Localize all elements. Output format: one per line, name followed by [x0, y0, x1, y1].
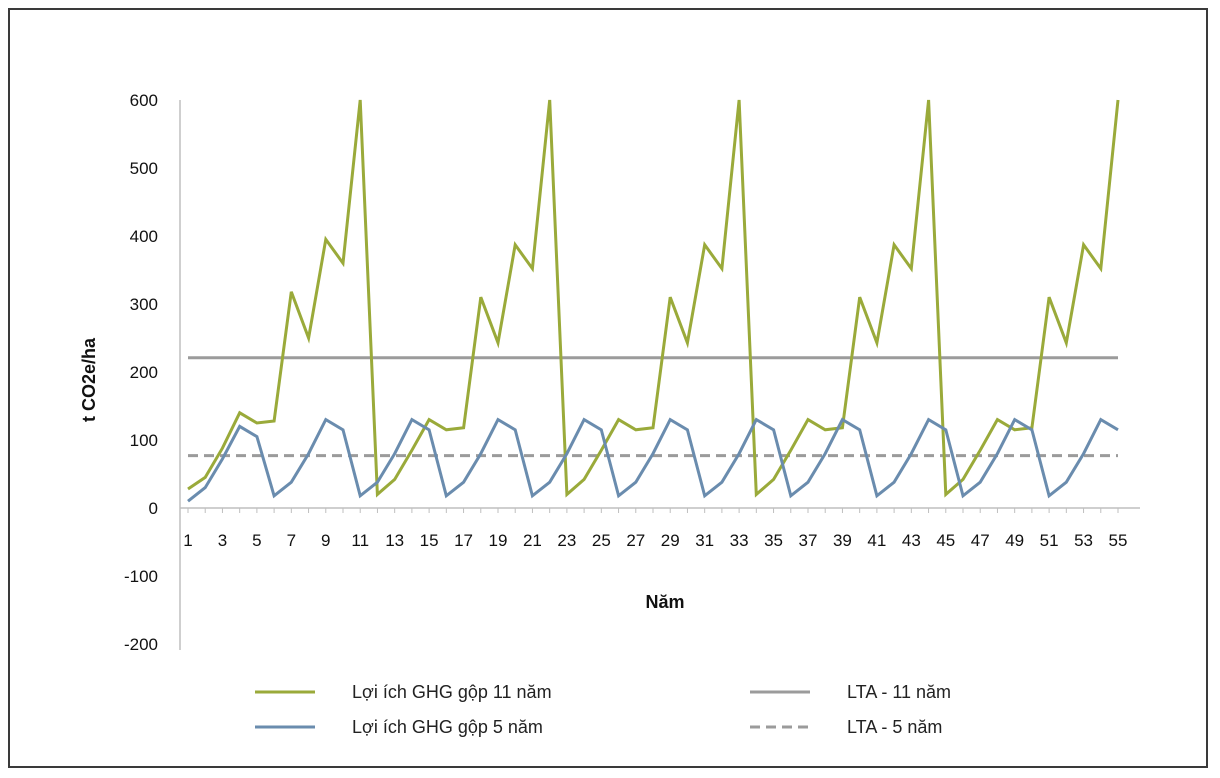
legend-label-2: Lợi ích GHG gộp 5 năm	[352, 717, 543, 737]
x-tick-label: 5	[252, 531, 261, 550]
y-tick-label: -200	[124, 635, 158, 654]
x-tick-label: 11	[351, 531, 369, 550]
y-axis-title: t CO2e/ha	[79, 337, 99, 422]
x-tick-label: 9	[321, 531, 330, 550]
legend-label-4: LTA - 5 năm	[847, 717, 942, 737]
x-tick-label: 49	[1005, 531, 1024, 550]
x-tick-label: 1	[183, 531, 192, 550]
x-tick-label: 39	[833, 531, 852, 550]
series-line-2	[187, 417, 1119, 503]
y-tick-label: -100	[124, 567, 158, 586]
x-tick-label: 3	[218, 531, 227, 550]
y-tick-label: 600	[130, 91, 158, 110]
x-tick-label: 37	[799, 531, 818, 550]
x-tick-label: 25	[592, 531, 611, 550]
x-tick-label: 35	[764, 531, 783, 550]
x-tick-label: 27	[626, 531, 645, 550]
y-tick-labels: -200 -100 0 100 200 300 400 500 600	[124, 91, 158, 654]
y-tick-label: 500	[130, 159, 158, 178]
series-layer	[187, 99, 1120, 503]
x-tick-label: 43	[902, 531, 921, 550]
x-tick-label: 19	[489, 531, 508, 550]
x-tick-label: 47	[971, 531, 990, 550]
chart-frame: -200 -100 0 100 200 300 400 500 600 1 3 5 7 9 11 13 15 1…	[8, 8, 1208, 768]
x-tick-label: 13	[385, 531, 404, 550]
x-tick-label: 41	[867, 531, 886, 550]
x-tick-label: 45	[936, 531, 955, 550]
y-tick-label: 100	[130, 431, 158, 450]
legend: Lợi ích GHG gộp 11 năm Lợi ích GHG gộp 5 …	[255, 682, 951, 737]
x-tick-labels: 1 3 5 7 9 11 13 15 17 19 21 23 25 27 29 31 33 35 37 39 41 43 4…	[183, 531, 1127, 550]
y-tick-label: 200	[130, 363, 158, 382]
x-tick-label: 17	[454, 531, 473, 550]
x-axis-title: Năm	[645, 592, 684, 612]
x-tick-label: 31	[695, 531, 714, 550]
y-tick-label: 0	[149, 499, 158, 518]
series-line-1	[187, 99, 1120, 498]
x-tick-label: 15	[420, 531, 439, 550]
y-tick-label: 400	[130, 227, 158, 246]
axes	[179, 100, 1140, 650]
x-tick-label: 7	[287, 531, 296, 550]
legend-label-3: LTA - 11 năm	[847, 682, 951, 702]
x-tick-label: 23	[557, 531, 576, 550]
x-tick-label: 53	[1074, 531, 1093, 550]
x-tick-label: 21	[523, 531, 542, 550]
x-tick-label: 33	[730, 531, 749, 550]
x-tick-label: 29	[661, 531, 680, 550]
x-tick-label: 55	[1109, 531, 1128, 550]
legend-label-1: Lợi ích GHG gộp 11 năm	[352, 682, 552, 702]
x-tick-label: 51	[1040, 531, 1059, 550]
y-tick-label: 300	[130, 295, 158, 314]
